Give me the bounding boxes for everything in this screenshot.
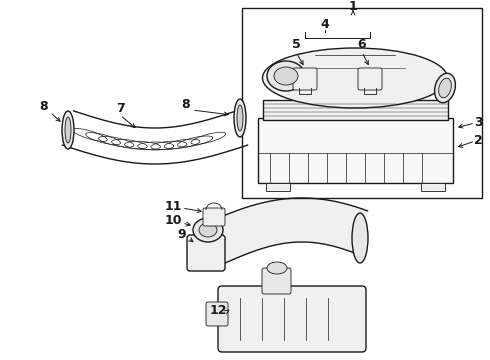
FancyBboxPatch shape	[206, 302, 228, 326]
Ellipse shape	[274, 67, 298, 85]
Ellipse shape	[237, 105, 243, 131]
Bar	[242, 8, 482, 198]
Text: 2: 2	[474, 135, 482, 148]
FancyBboxPatch shape	[293, 68, 317, 90]
Text: 6: 6	[358, 37, 367, 50]
Text: 3: 3	[474, 117, 482, 130]
Ellipse shape	[65, 117, 71, 143]
Polygon shape	[196, 198, 368, 268]
FancyBboxPatch shape	[203, 208, 225, 226]
FancyBboxPatch shape	[187, 235, 225, 271]
Text: 8: 8	[182, 99, 190, 112]
Bar	[266, 183, 290, 191]
Bar	[421, 183, 445, 191]
Text: 1: 1	[348, 0, 357, 13]
Text: 11: 11	[164, 199, 182, 212]
FancyBboxPatch shape	[218, 286, 366, 352]
Text: 4: 4	[320, 18, 329, 31]
Bar	[263, 100, 448, 120]
Ellipse shape	[193, 218, 223, 242]
Text: 7: 7	[116, 102, 124, 114]
FancyBboxPatch shape	[262, 268, 291, 294]
Ellipse shape	[263, 48, 447, 108]
Ellipse shape	[62, 111, 74, 149]
Bar	[258, 118, 453, 183]
FancyBboxPatch shape	[358, 68, 382, 90]
Ellipse shape	[267, 61, 305, 91]
Text: 8: 8	[40, 99, 49, 112]
Text: 10: 10	[164, 213, 182, 226]
Text: 5: 5	[292, 37, 300, 50]
Text: 9: 9	[178, 228, 186, 240]
Ellipse shape	[439, 78, 451, 98]
Ellipse shape	[352, 213, 368, 263]
Ellipse shape	[267, 262, 287, 274]
Text: 12: 12	[209, 303, 227, 316]
Ellipse shape	[234, 99, 246, 137]
Ellipse shape	[435, 73, 455, 103]
Ellipse shape	[199, 223, 217, 237]
